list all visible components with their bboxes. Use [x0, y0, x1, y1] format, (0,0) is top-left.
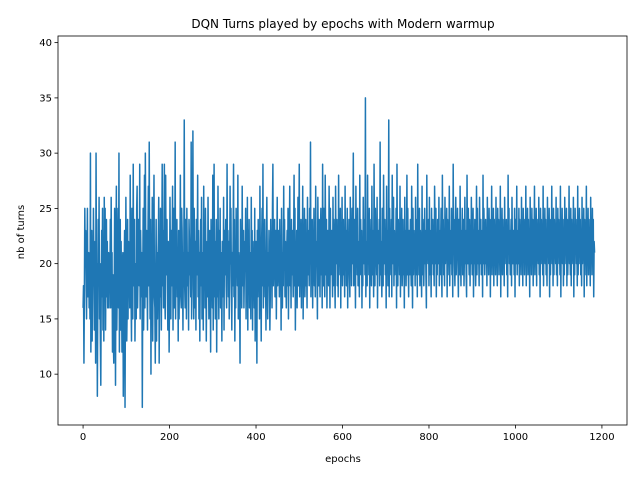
y-tick-label: 15 — [39, 314, 52, 325]
x-tick-label: 0 — [80, 432, 86, 443]
y-tick-label: 35 — [39, 93, 52, 104]
y-tick-label: 30 — [39, 149, 52, 160]
x-axis-label: epochs — [325, 454, 361, 465]
x-tick-label: 1200 — [589, 432, 614, 443]
y-tick-label: 20 — [39, 259, 52, 270]
x-tick-label: 1000 — [503, 432, 528, 443]
y-tick-label: 10 — [39, 370, 52, 381]
x-tick-label: 400 — [246, 432, 265, 443]
chart-title: DQN Turns played by epochs with Modern w… — [191, 17, 494, 31]
x-tick-label: 200 — [160, 432, 179, 443]
y-axis-label: nb of turns — [16, 205, 27, 259]
axes: 0 200 400 600 800 1000 1200 10 15 20 25 30 35 40 — [39, 35, 628, 443]
x-tick-label: 800 — [419, 432, 438, 443]
x-tick-label: 600 — [333, 432, 352, 443]
y-tick-label: 25 — [39, 204, 52, 215]
y-tick-label: 40 — [39, 38, 52, 49]
plot-area — [82, 97, 596, 409]
series-line-0 — [82, 97, 596, 409]
